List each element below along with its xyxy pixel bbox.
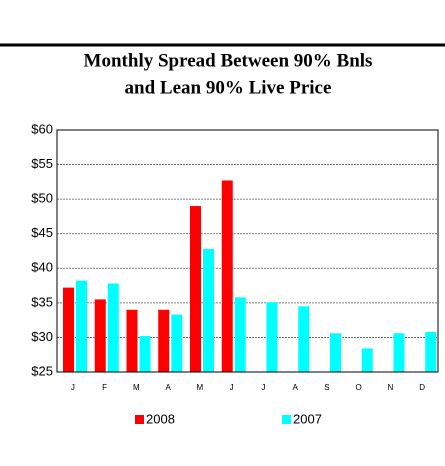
x-tick-label: F <box>102 383 107 392</box>
bar <box>190 206 201 372</box>
y-tick-label: $45 <box>31 225 53 240</box>
y-tick-label: $30 <box>31 329 53 344</box>
plot-frame <box>56 129 439 373</box>
bar <box>298 306 310 372</box>
bar <box>221 180 233 372</box>
x-tick-label: J <box>230 383 234 392</box>
x-tick-label: J <box>261 383 265 392</box>
y-tick-label: $25 <box>31 363 53 378</box>
x-tick-label: J <box>71 383 75 392</box>
bar <box>76 280 87 372</box>
bar <box>393 333 405 372</box>
bar <box>266 302 278 372</box>
bar <box>203 248 214 372</box>
x-tick-label: M <box>133 383 140 392</box>
legend-swatch <box>135 415 144 424</box>
y-tick-label: $55 <box>31 156 53 171</box>
legend-label: 2008 <box>146 411 175 426</box>
chart-title: Monthly Spread Between 90% Bnls <box>84 50 373 71</box>
bar <box>361 348 373 372</box>
bar <box>126 309 138 372</box>
y-tick-label: $40 <box>31 260 53 275</box>
x-tick-label: M <box>197 383 204 392</box>
x-tick-label: N <box>387 383 393 392</box>
bar <box>63 287 74 372</box>
y-tick-label: $50 <box>31 191 53 206</box>
legend-swatch <box>282 415 291 424</box>
bar <box>107 283 119 372</box>
legend-label: 2007 <box>293 411 322 426</box>
chart-subtitle: and Lean 90% Live Price <box>125 77 332 98</box>
bar <box>425 331 437 372</box>
bar <box>158 309 170 372</box>
x-tick-label: A <box>292 383 298 392</box>
x-tick-label: A <box>165 383 171 392</box>
y-tick-label: $60 <box>31 121 53 136</box>
y-tick-label: $35 <box>31 294 53 309</box>
bar <box>139 336 151 372</box>
x-tick-label: S <box>324 383 329 392</box>
bar <box>234 297 246 372</box>
bar <box>94 299 106 372</box>
bar <box>171 314 183 372</box>
bar <box>330 333 341 372</box>
x-tick-label: O <box>356 383 362 392</box>
x-tick-label: D <box>419 383 425 392</box>
